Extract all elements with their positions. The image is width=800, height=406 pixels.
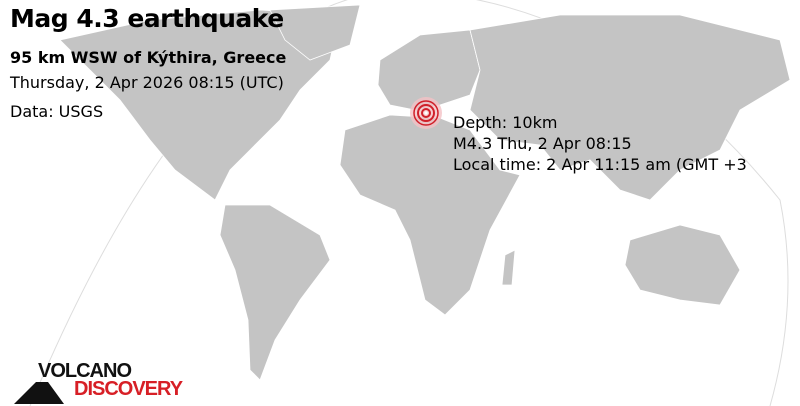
quake-info: Depth: 10km M4.3 Thu, 2 Apr 08:15 Local … — [453, 112, 747, 175]
greenland — [269, 4, 361, 61]
madagascar — [501, 249, 516, 286]
data-source: Data: USGS — [10, 102, 104, 121]
volcanodiscovery-logo: VOLCANO DISCOVERY — [14, 361, 183, 404]
epicenter-marker — [410, 97, 442, 129]
location-label: 95 km WSW of Kýthira, Greece — [10, 48, 287, 67]
europe — [377, 29, 481, 111]
volcano-icon — [14, 382, 64, 404]
africa — [339, 114, 521, 316]
depth-label: Depth: 10km — [453, 113, 558, 132]
datetime-label: Thursday, 2 Apr 2026 08:15 (UTC) — [10, 73, 284, 92]
australia — [624, 224, 741, 306]
local-time-label: Local time: 2 Apr 11:15 am (GMT +3 — [453, 155, 747, 174]
south-america — [219, 204, 331, 381]
asia — [469, 14, 791, 201]
summary-label: M4.3 Thu, 2 Apr 08:15 — [453, 134, 632, 153]
page-title: Mag 4.3 earthquake — [10, 4, 284, 33]
